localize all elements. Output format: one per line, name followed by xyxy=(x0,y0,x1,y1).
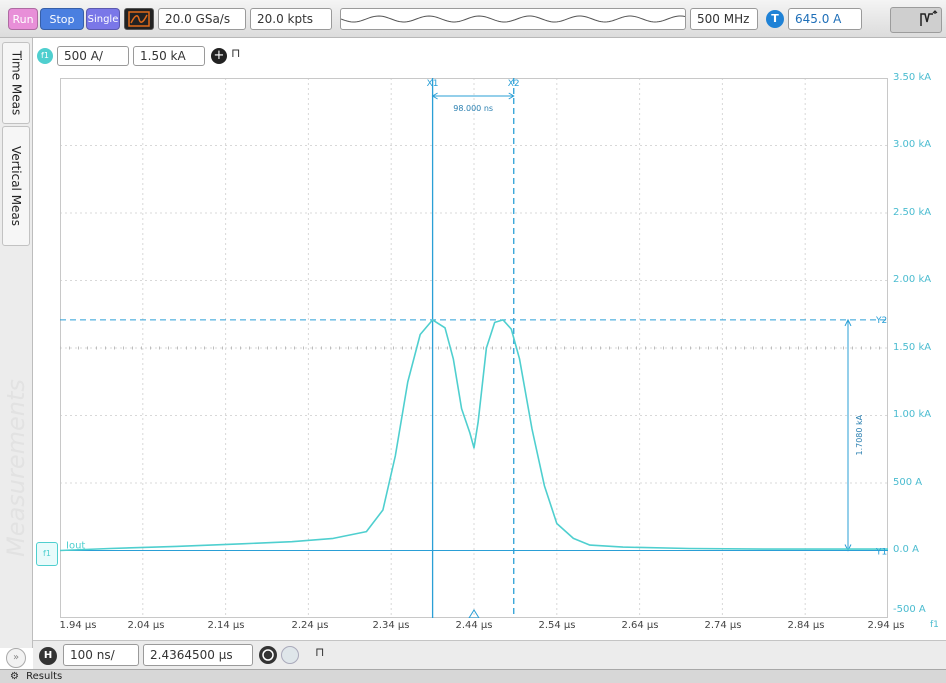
add-channel-icon[interactable]: + xyxy=(211,48,227,64)
x-tick-label: 2.44 µs xyxy=(455,620,493,631)
results-bar[interactable]: ⚙ Results xyxy=(0,669,946,683)
delta-x-arrowhead-left xyxy=(431,92,438,100)
channel-ground-marker[interactable]: f1 xyxy=(36,542,58,566)
tab-time-meas[interactable]: Time Meas xyxy=(2,42,30,124)
vertical-scale-field[interactable]: 500 A/ xyxy=(57,46,129,66)
x-tick-label: 2.54 µs xyxy=(538,620,576,631)
y-tick-label: 2.50 kA xyxy=(893,207,932,218)
results-gear-icon: ⚙ xyxy=(10,671,19,682)
x-tick-label: 2.04 µs xyxy=(127,620,165,631)
timebase-pin-icon[interactable]: ⊓ xyxy=(315,645,325,659)
overview-wave-icon xyxy=(341,15,685,23)
x-tick-label: 2.64 µs xyxy=(621,620,659,631)
timebase-scale-field[interactable]: 100 ns/ xyxy=(63,644,139,666)
y-tick-label: 3.50 kA xyxy=(893,72,932,83)
cursor-y2-label: Y2 xyxy=(875,316,887,326)
trigger-position-marker xyxy=(468,609,480,618)
sample-rate-field[interactable]: 20.0 GSa/s xyxy=(158,8,246,30)
channel-f1-badge[interactable]: f1 xyxy=(37,48,53,64)
tab-vertical-meas-label: Vertical Meas xyxy=(9,145,24,227)
y-tick-label: 0.0 A xyxy=(893,544,919,555)
tab-vertical-meas[interactable]: Vertical Meas xyxy=(2,126,30,246)
run-button[interactable]: Run xyxy=(8,8,38,30)
waveform-overview[interactable] xyxy=(340,8,686,30)
y-tick-label: 2.00 kA xyxy=(893,274,932,285)
single-button[interactable]: Single xyxy=(86,8,120,30)
trace-label-iout: Iout xyxy=(66,541,85,552)
cursor-x2-label: X2 xyxy=(508,79,520,89)
trigger-badge: T xyxy=(766,10,784,28)
measurements-panel-placeholder: Measurements xyxy=(2,338,30,598)
waveform-trace-iout xyxy=(60,319,888,552)
y-tick-label: 1.00 kA xyxy=(893,409,932,420)
pin-icon[interactable]: ⊓ xyxy=(231,46,241,60)
delta-y-readout: 1.7080 kA xyxy=(855,414,864,455)
x-tick-label: 2.74 µs xyxy=(704,620,742,631)
delta-x-arrowhead-right xyxy=(508,92,515,100)
reference-icon[interactable] xyxy=(281,646,299,664)
memory-depth-field[interactable]: 20.0 kpts xyxy=(250,8,332,30)
delta-y-arrowhead-bottom xyxy=(844,544,852,552)
stop-button[interactable]: Stop xyxy=(40,8,84,30)
y-tick-label: 3.00 kA xyxy=(893,139,932,150)
waveform-plot[interactable]: X1 X2 98.000 ns Y1 Y2 1.7080 kA Iout xyxy=(60,78,888,618)
timebase-bar: H 100 ns/ 2.4364500 µs ⊓ xyxy=(33,640,946,669)
x-tick-label: 1.94 µs xyxy=(59,620,97,631)
y-tick-label: 1.50 kA xyxy=(893,342,932,353)
left-sidebar: Time Meas Vertical Meas Measurements » xyxy=(0,38,33,668)
autoscale-button[interactable] xyxy=(124,8,154,30)
horizontal-badge[interactable]: H xyxy=(39,647,57,665)
tab-time-meas-label: Time Meas xyxy=(9,50,23,116)
waveform-icon xyxy=(128,11,150,27)
measure-tool-button[interactable] xyxy=(890,7,942,33)
delta-y-arrowhead-top xyxy=(844,318,852,327)
zoom-icon[interactable] xyxy=(259,646,277,664)
x-tick-label: 2.34 µs xyxy=(372,620,410,631)
x-tick-label: 2.94 µs xyxy=(867,620,905,631)
x-tick-label: 2.84 µs xyxy=(787,620,825,631)
trigger-level-field[interactable]: 645.0 A xyxy=(788,8,862,30)
x-tick-label: 2.24 µs xyxy=(291,620,329,631)
cursor-y1-label: Y1 xyxy=(875,548,887,558)
results-label: Results xyxy=(26,671,63,682)
x-tick-label: 2.14 µs xyxy=(207,620,245,631)
measurements-ghost-label: Measurements xyxy=(2,379,31,557)
x-axis-channel-badge: f1 xyxy=(930,620,939,630)
delta-x-readout: 98.000 ns xyxy=(453,104,493,113)
timebase-position-field[interactable]: 2.4364500 µs xyxy=(143,644,253,666)
y-tick-label: 500 A xyxy=(893,477,923,488)
measure-cursor-icon xyxy=(920,10,938,26)
channel-control-bar: f1 500 A/ 1.50 kA + ⊓ xyxy=(33,44,263,70)
top-toolbar: Run Stop Single 20.0 GSa/s 20.0 kpts 500… xyxy=(0,0,946,38)
expand-sidebar-button[interactable]: » xyxy=(6,648,26,668)
cursor-x1-label: X1 xyxy=(427,79,439,89)
zoom-glyph-icon xyxy=(262,649,274,661)
bandwidth-field[interactable]: 500 MHz xyxy=(690,8,758,30)
y-tick-label: -500 A xyxy=(893,604,926,615)
vertical-offset-field[interactable]: 1.50 kA xyxy=(133,46,205,66)
